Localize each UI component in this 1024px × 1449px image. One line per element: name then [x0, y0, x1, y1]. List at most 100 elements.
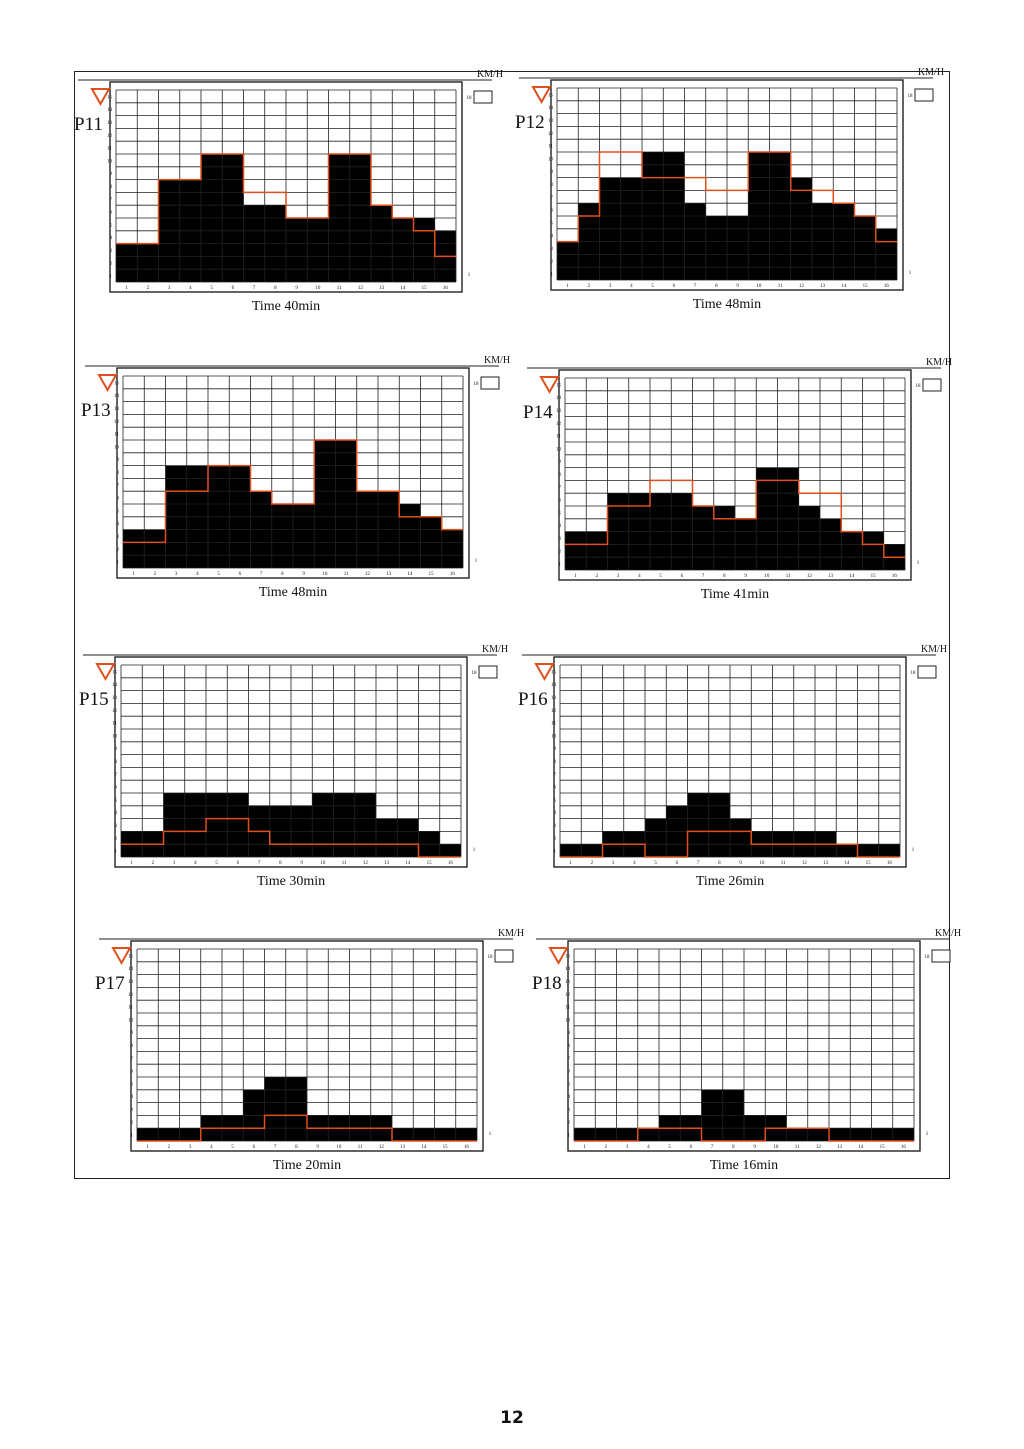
p12-bar-1 [557, 241, 579, 280]
p13-y-tick: 8 [117, 471, 120, 476]
p16-x-tick: 1 [569, 861, 572, 866]
p16-x-tick: 8 [718, 861, 721, 866]
p11-x-tick: 1 [125, 286, 128, 291]
p14-bar-1 [565, 531, 587, 570]
p13-x-tick: 5 [217, 572, 220, 577]
p13-bar-14 [399, 504, 421, 568]
p17-bar-2 [158, 1128, 180, 1141]
p11-y-tick: 14 [107, 108, 113, 113]
p17-y-tick: 2 [131, 1121, 134, 1126]
p18-y-tick: 14 [565, 967, 571, 972]
p18-program-label: P18 [532, 973, 562, 994]
p11-x-tick: 9 [295, 286, 298, 291]
p14-bar-7 [692, 506, 714, 570]
p17-y-tick: 5 [131, 1082, 134, 1087]
p12-unit-label: KM/H [918, 67, 944, 78]
p14-x-tick: 11 [786, 574, 791, 579]
p17-x-tick: 3 [189, 1145, 192, 1150]
p12-bar-8 [705, 216, 727, 280]
p16-x-tick: 12 [802, 861, 808, 866]
p14-speed-setting-value: 18 [916, 384, 922, 389]
p17-level-row-label: 1 [489, 1132, 492, 1137]
p14-y-tick: 14 [556, 396, 562, 401]
p14-y-tick: 11 [556, 435, 561, 440]
p17-x-tick: 2 [168, 1145, 171, 1150]
p15-unit-label: KM/H [482, 644, 508, 655]
p11-y-tick: 7 [110, 198, 113, 203]
p11-y-tick: 2 [110, 262, 113, 267]
p16-x-tick: 9 [739, 861, 742, 866]
p17-y-tick: 12 [128, 993, 134, 998]
p17-y-tick: 4 [131, 1095, 134, 1100]
p15-bar-4 [184, 793, 206, 857]
p11-x-tick: 16 [443, 286, 449, 291]
p13-x-tick: 8 [281, 572, 284, 577]
p16-y-tick: 11 [551, 722, 556, 727]
p13-program-label: P13 [81, 400, 111, 421]
p13-x-tick: 15 [429, 572, 435, 577]
p15-y-tick: 7 [115, 773, 118, 778]
p15-bar-6 [227, 793, 249, 857]
p18-y-tick: 1 [568, 1134, 571, 1139]
p14-y-tick: 4 [559, 524, 562, 529]
p11-x-tick: 2 [147, 286, 150, 291]
p13-x-tick: 12 [365, 572, 371, 577]
p17-y-tick: 13 [128, 980, 134, 985]
p16-x-tick: 10 [759, 861, 765, 866]
p15-x-tick: 12 [363, 861, 369, 866]
p13-x-tick: 1 [132, 572, 135, 577]
p18-y-tick: 8 [568, 1044, 571, 1049]
p14-x-tick: 9 [744, 574, 747, 579]
p18-y-tick: 6 [568, 1070, 571, 1075]
p11-y-tick: 5 [110, 223, 113, 228]
p11-bar-1 [116, 243, 138, 282]
p16-x-tick: 15 [866, 861, 872, 866]
p11-level-row-label: 1 [468, 273, 471, 278]
p12-y-tick: 2 [551, 260, 554, 265]
p13-warning-triangle-icon [97, 374, 118, 393]
p15-x-tick: 9 [300, 861, 303, 866]
p15-y-tick: 5 [115, 798, 118, 803]
p17-warning-triangle-icon [111, 947, 132, 966]
p14-x-tick: 15 [871, 574, 877, 579]
p13-level-row-label: 1 [475, 559, 478, 564]
p14-bar-2 [586, 531, 608, 570]
p18-y-tick: 9 [568, 1031, 571, 1036]
p15-bar-5 [206, 793, 228, 857]
p13-y-tick: 6 [117, 497, 120, 502]
p16-y-tick: 14 [551, 683, 557, 688]
p12-bar-9 [727, 216, 749, 280]
p12-x-tick: 16 [884, 284, 890, 289]
p11-bar-2 [137, 243, 159, 282]
p13-x-tick: 10 [322, 572, 328, 577]
p16-frame [553, 656, 907, 868]
p17-x-tick: 14 [421, 1145, 427, 1150]
p13-x-tick: 11 [344, 572, 349, 577]
p17-bar-15 [434, 1128, 456, 1141]
p13-x-tick: 16 [450, 572, 456, 577]
p11-y-tick: 13 [107, 121, 113, 126]
p17-bar-16 [455, 1128, 477, 1141]
p15-level-row-label: 1 [473, 848, 476, 853]
p11-x-tick: 14 [400, 286, 406, 291]
p15-x-tick: 14 [405, 861, 411, 866]
p18-bar-15 [871, 1128, 893, 1141]
p12-speed-setting-value: 18 [908, 94, 914, 99]
p12-y-tick: 14 [548, 106, 554, 111]
p11-x-tick: 13 [379, 286, 385, 291]
p12-incline-line [557, 151, 897, 243]
p18-y-tick: 4 [568, 1095, 571, 1100]
p17-x-tick: 13 [400, 1145, 406, 1150]
p14-y-tick: 13 [556, 409, 562, 414]
p11-bar-10 [307, 218, 329, 282]
p15-x-tick: 5 [215, 861, 218, 866]
p13-bar-1 [123, 529, 145, 568]
p15-bar-10 [312, 793, 334, 857]
p13-y-tick: 12 [114, 420, 120, 425]
p16-title: Time 26min [696, 874, 764, 889]
p18-bar-16 [892, 1128, 914, 1141]
p16-y-tick: 1 [554, 850, 557, 855]
p18-x-tick: 11 [795, 1145, 800, 1150]
p11-title: Time 40min [252, 299, 320, 314]
p14-frame [558, 369, 912, 581]
